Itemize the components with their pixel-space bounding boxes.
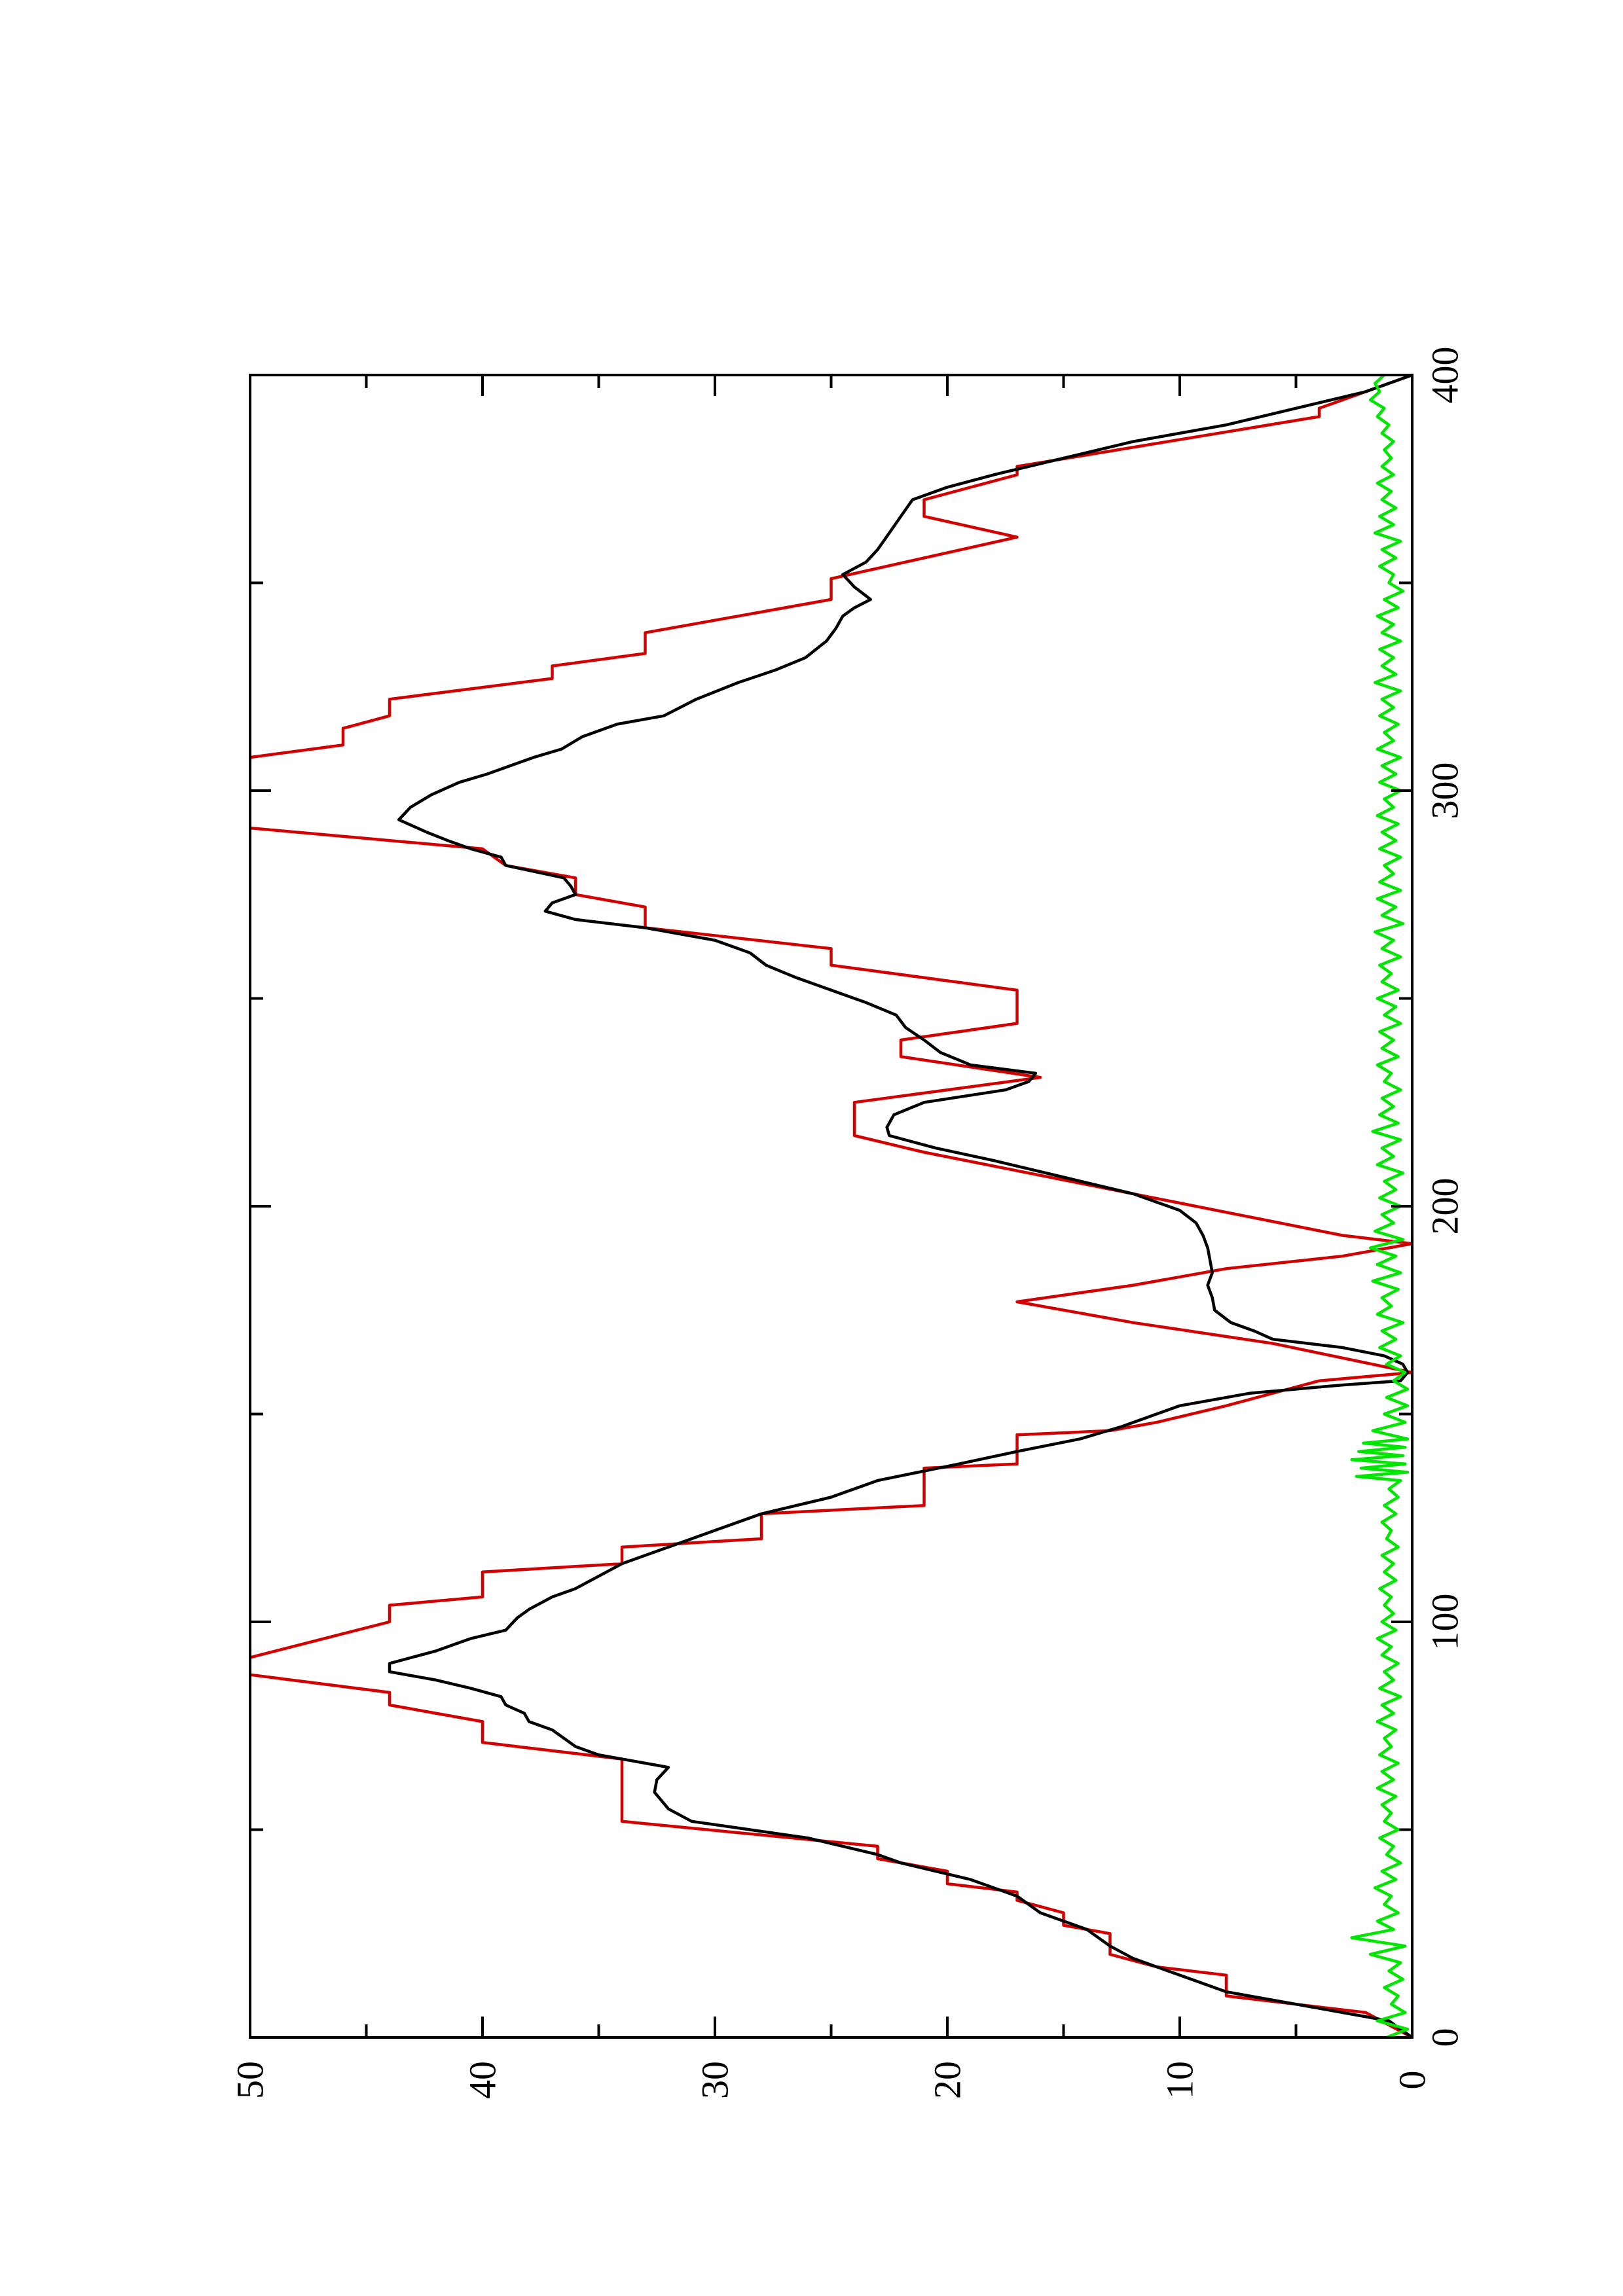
series-line-2 bbox=[388, 375, 1412, 2037]
x-tick-label: 100 bbox=[1424, 1594, 1467, 1651]
y-tick-label: 30 bbox=[694, 2061, 737, 2099]
y-tick-label: 20 bbox=[926, 2061, 969, 2099]
y-tick-label: 50 bbox=[229, 2061, 272, 2099]
y-tick-label: 0 bbox=[1391, 2071, 1434, 2090]
series-layer bbox=[250, 375, 1412, 2037]
tick-label-layer: 0 100 200 300 400 0 10 20 30 40 50 bbox=[229, 347, 1467, 2100]
tick-layer bbox=[250, 375, 1412, 2037]
x-tick-label: 400 bbox=[1424, 347, 1467, 404]
y-tick-label: 40 bbox=[462, 2061, 504, 2099]
x-tick-label: 300 bbox=[1424, 762, 1467, 819]
series-line-3 bbox=[1350, 375, 1410, 2037]
x-tick-label: 200 bbox=[1424, 1178, 1467, 1235]
y-tick-label: 10 bbox=[1159, 2061, 1201, 2099]
series-line-1 bbox=[250, 375, 1412, 2037]
x-tick-label: 0 bbox=[1424, 2028, 1467, 2047]
